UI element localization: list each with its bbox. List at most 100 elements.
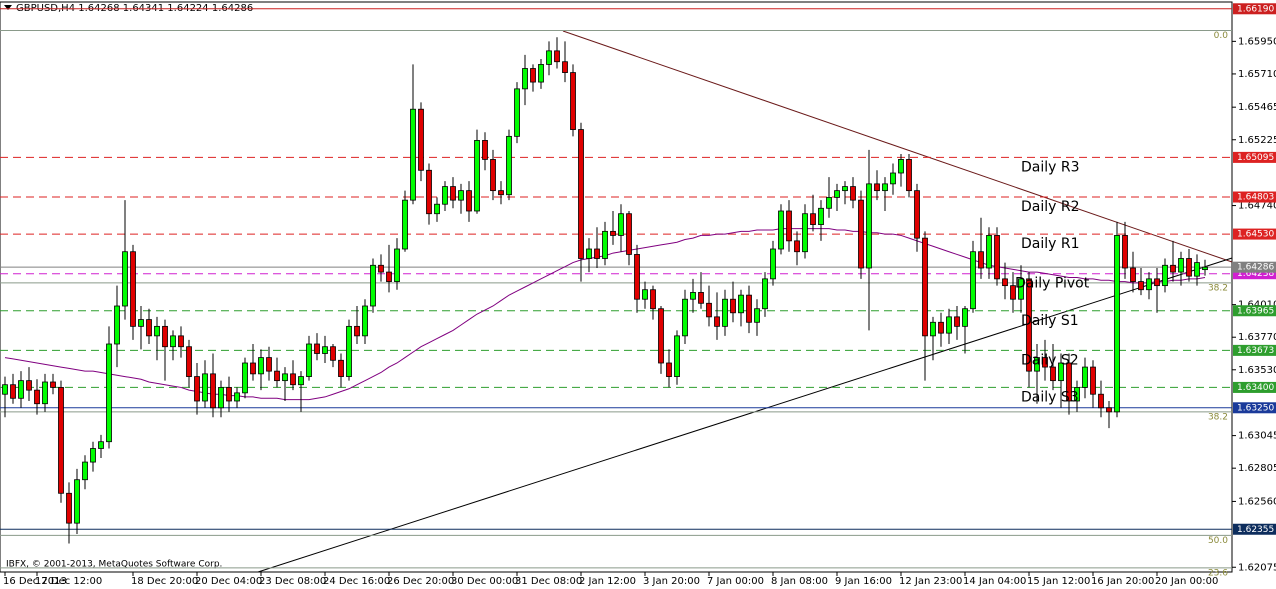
price-tag-label: 1.62355 [1237, 525, 1274, 535]
candle-body [42, 381, 48, 405]
candle-body [1178, 258, 1184, 273]
candle-body [74, 479, 80, 524]
candle-body [170, 335, 176, 348]
level-name: Daily S3 [1021, 389, 1079, 405]
candle-body [418, 108, 424, 171]
candle-body [474, 140, 480, 212]
price-tag-label: 1.63673 [1237, 346, 1274, 356]
trendline [562, 30, 1233, 263]
level-name: Daily R2 [1021, 199, 1080, 215]
candle-body [1122, 235, 1128, 269]
price-tag [1233, 381, 1276, 393]
y-tick-label: 1.63530 [1238, 365, 1276, 376]
candle-body [386, 271, 392, 282]
candle-body [722, 298, 728, 327]
y-tick-label: 1.64010 [1238, 300, 1276, 311]
candle-body [1058, 362, 1064, 382]
price-tag [1233, 305, 1276, 317]
candle-body [1114, 235, 1120, 413]
candle-body [794, 240, 800, 253]
candle-body [394, 248, 400, 282]
candle-body [434, 203, 440, 215]
price-tag-label: 1.64238 [1237, 269, 1274, 279]
candle-body [674, 335, 680, 377]
candle-body [1202, 266, 1208, 271]
price-tag-label: 1.65095 [1237, 153, 1274, 163]
candle-body [610, 230, 616, 236]
y-tick-label: 1.63770 [1238, 332, 1276, 343]
x-tick-label: 16 Dec 2013 [3, 576, 67, 587]
candle-body [122, 251, 128, 307]
candle-body [786, 210, 792, 242]
candle-body [954, 316, 960, 327]
candle-body [1034, 357, 1040, 372]
candle-body [770, 248, 776, 280]
fib-label: 38.2 [1208, 412, 1228, 422]
candle-body [10, 384, 16, 399]
candle-body [530, 68, 536, 83]
candle-body [162, 325, 168, 348]
candle-body [642, 289, 648, 300]
candle-body [250, 362, 256, 375]
price-tag [1233, 268, 1276, 280]
candle-body [882, 183, 888, 192]
candle-body [818, 207, 824, 225]
candle-body [90, 448, 96, 463]
candle-body [210, 373, 216, 409]
candle-body [66, 492, 72, 524]
candle-body [754, 308, 760, 323]
candle-body [922, 237, 928, 337]
candle-body [1194, 262, 1200, 277]
candle-body [762, 278, 768, 310]
x-tick-label: 2 Jan 12:00 [579, 576, 636, 587]
candle-body [978, 251, 984, 269]
candle-body [514, 88, 520, 137]
candle-body [826, 197, 832, 209]
candle-body [866, 183, 872, 269]
candle-body [930, 321, 936, 337]
x-tick-label: 8 Jan 08:00 [771, 576, 828, 587]
y-tick-label: 1.62805 [1238, 463, 1276, 474]
price-tag [1233, 402, 1276, 414]
candle-body [58, 387, 64, 494]
candle-body [506, 135, 512, 196]
candle-body [602, 230, 608, 259]
candle-body [1074, 387, 1080, 402]
candle-body [402, 199, 408, 250]
candle-body [482, 140, 488, 160]
candle-body [562, 61, 568, 73]
candle-body [138, 319, 144, 327]
candle-body [1186, 258, 1192, 277]
candle-body [962, 308, 968, 327]
candle-body [1098, 393, 1104, 409]
x-tick-label: 20 Dec 04:00 [195, 576, 262, 587]
price-tag-label: 1.63400 [1237, 383, 1274, 393]
candle-body [306, 343, 312, 377]
candle-body [874, 183, 880, 192]
candle-body [466, 190, 472, 212]
x-tick-label: 12 Jan 23:00 [899, 576, 962, 587]
candle-body [970, 251, 976, 310]
price-tag-label: 1.64530 [1237, 230, 1274, 240]
candle-body [1106, 407, 1112, 413]
candle-body [282, 373, 288, 382]
candle-body [82, 461, 88, 481]
candle-body [1090, 366, 1096, 395]
candle-body [410, 108, 416, 201]
candle-body [362, 305, 368, 337]
candle-body [938, 321, 944, 334]
candle-body [706, 302, 712, 318]
candle-body [834, 190, 840, 198]
candle-body [802, 213, 808, 253]
candle-body [650, 289, 656, 310]
candle-body [154, 325, 160, 337]
candle-body [114, 305, 120, 345]
candle-body [26, 380, 32, 391]
candle-body [618, 213, 624, 236]
candle-body [914, 190, 920, 239]
price-tag-label: 1.64803 [1237, 193, 1274, 203]
candle-body [186, 346, 192, 377]
x-tick-label: 14 Jan 04:00 [963, 576, 1026, 587]
candle-body [746, 294, 752, 323]
candle-body [226, 387, 232, 402]
